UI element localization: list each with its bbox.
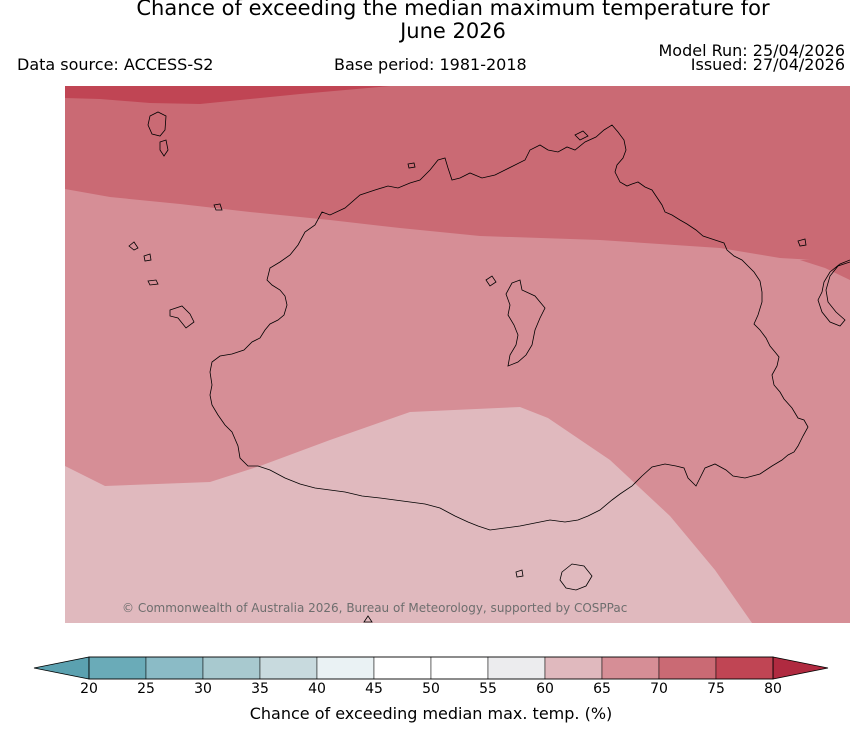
colorbar-cell [88,656,147,680]
probability-map [65,86,850,623]
copyright-notice: © Commonwealth of Australia 2026, Bureau… [122,601,627,615]
colorbar-tick-label: 25 [137,681,155,697]
colorbar-over-arrow [772,656,829,680]
colorbar-tick-label: 80 [764,681,782,697]
colorbar-tick-label: 40 [308,681,326,697]
colorbar-tick-label: 35 [251,681,269,697]
coastline-islet-w3 [147,279,159,286]
colorbar-cell [145,656,204,680]
colorbar-cell [202,656,261,680]
band-60-65 [65,407,752,623]
colorbar-tick-label: 45 [365,681,383,697]
coastline-islet-w5 [213,203,223,211]
colorbar-tick-label: 60 [536,681,554,697]
colorbar-cell [601,656,660,680]
colorbar-cell [487,656,546,680]
band-75-80-east [800,258,850,280]
band-70-75 [65,86,850,262]
colorbar-tick-label: 20 [80,681,98,697]
coastline-islet-e1 [797,238,807,247]
data-source: Data source: ACCESS-S2 [17,55,214,74]
colorbar-cell [544,656,603,680]
colorbar-cell [715,656,774,680]
coastline-islet-w4 [169,305,195,329]
colorbar-cell [658,656,717,680]
coastline-islet-s2 [559,563,593,591]
colorbar [33,656,829,680]
coastlines [128,111,850,623]
title-line-2: June 2026 [400,19,506,43]
coastline-islet-n1 [574,130,589,141]
title-line-1: Chance of exceeding the median maximum t… [136,0,770,20]
coastline-islet-1 [485,275,497,287]
coastline-islet-nw2 [159,139,169,157]
coastline-island-east-tasmania-like [505,279,546,367]
colorbar-tick-label: 65 [593,681,611,697]
colorbar-cell [316,656,375,680]
coastline-islet-w2 [143,253,152,262]
colorbar-cell [430,656,489,680]
colorbar-tick-label: 50 [422,681,440,697]
coastline-islet-nw [147,111,167,137]
band-75-80 [65,86,390,104]
base-period: Base period: 1981-2018 [334,55,527,74]
colorbar-cell [259,656,318,680]
colorbar-frame [88,656,774,680]
colorbar-tick-label: 30 [194,681,212,697]
colorbar-tick-label: 70 [650,681,668,697]
colorbar-tick-label: 55 [479,681,497,697]
colorbar-ticks: 20 25 30 35 40 45 50 55 60 65 70 75 80 [0,681,862,701]
model-run: Model Run: 25/04/2026 [658,41,846,60]
coastline-islet-n2 [407,162,416,169]
coastline-islet-s1 [515,569,524,578]
colorbar-cell [373,656,432,680]
coastline-islet-w1 [128,241,139,251]
coastline-island-far-east [817,259,850,327]
colorbar-under-arrow [33,656,90,680]
map-title: Chance of exceeding the median maximum t… [0,0,862,43]
colorbar-tick-label: 75 [707,681,725,697]
issued-date: Issued: 27/04/2026 [690,55,845,74]
coastline-mainland [209,124,809,531]
colorbar-label: Chance of exceeding median max. temp. (%… [249,704,613,723]
coastline-islet-s3 [363,615,373,623]
